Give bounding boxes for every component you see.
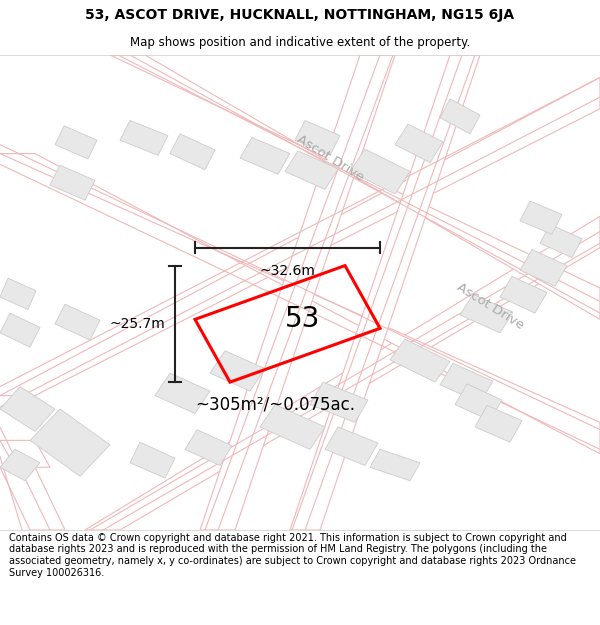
Text: ~25.7m: ~25.7m bbox=[109, 317, 165, 331]
Polygon shape bbox=[260, 404, 325, 449]
Polygon shape bbox=[295, 121, 340, 156]
Polygon shape bbox=[240, 138, 290, 174]
Polygon shape bbox=[455, 384, 502, 421]
Text: Contains OS data © Crown copyright and database right 2021. This information is : Contains OS data © Crown copyright and d… bbox=[9, 533, 576, 578]
Polygon shape bbox=[50, 165, 95, 200]
Polygon shape bbox=[0, 468, 65, 530]
Polygon shape bbox=[55, 126, 97, 159]
Polygon shape bbox=[475, 406, 522, 442]
Polygon shape bbox=[520, 201, 562, 234]
Text: 53, ASCOT DRIVE, HUCKNALL, NOTTINGHAM, NG15 6JA: 53, ASCOT DRIVE, HUCKNALL, NOTTINGHAM, N… bbox=[85, 8, 515, 22]
Polygon shape bbox=[30, 409, 110, 476]
Polygon shape bbox=[325, 427, 378, 466]
Polygon shape bbox=[0, 278, 36, 309]
Text: Map shows position and indicative extent of the property.: Map shows position and indicative extent… bbox=[130, 36, 470, 49]
Polygon shape bbox=[85, 216, 600, 530]
Polygon shape bbox=[200, 55, 395, 530]
Polygon shape bbox=[310, 382, 368, 423]
Polygon shape bbox=[520, 249, 567, 286]
Polygon shape bbox=[0, 387, 55, 431]
Polygon shape bbox=[0, 313, 40, 347]
Polygon shape bbox=[540, 224, 582, 258]
Polygon shape bbox=[0, 441, 50, 468]
Text: 53: 53 bbox=[285, 306, 320, 333]
Polygon shape bbox=[285, 151, 338, 189]
Polygon shape bbox=[350, 149, 410, 194]
Polygon shape bbox=[500, 276, 547, 313]
Text: Ascot Drive: Ascot Drive bbox=[294, 132, 366, 184]
Text: ~305m²/~0.075ac.: ~305m²/~0.075ac. bbox=[195, 396, 355, 414]
Polygon shape bbox=[390, 339, 450, 382]
Polygon shape bbox=[395, 124, 443, 162]
Polygon shape bbox=[130, 442, 175, 478]
Polygon shape bbox=[440, 363, 493, 403]
Polygon shape bbox=[440, 99, 480, 134]
Polygon shape bbox=[185, 429, 232, 466]
Polygon shape bbox=[210, 351, 265, 391]
Polygon shape bbox=[120, 121, 168, 156]
Polygon shape bbox=[110, 55, 600, 319]
Polygon shape bbox=[290, 55, 480, 530]
Polygon shape bbox=[170, 134, 215, 170]
Text: Ascot Drive: Ascot Drive bbox=[454, 280, 526, 332]
Polygon shape bbox=[370, 449, 420, 481]
Polygon shape bbox=[460, 294, 513, 333]
Polygon shape bbox=[155, 373, 210, 414]
Polygon shape bbox=[55, 304, 100, 340]
Text: ~32.6m: ~32.6m bbox=[260, 264, 316, 278]
Polygon shape bbox=[0, 78, 600, 396]
Polygon shape bbox=[0, 449, 40, 481]
Polygon shape bbox=[0, 154, 600, 454]
